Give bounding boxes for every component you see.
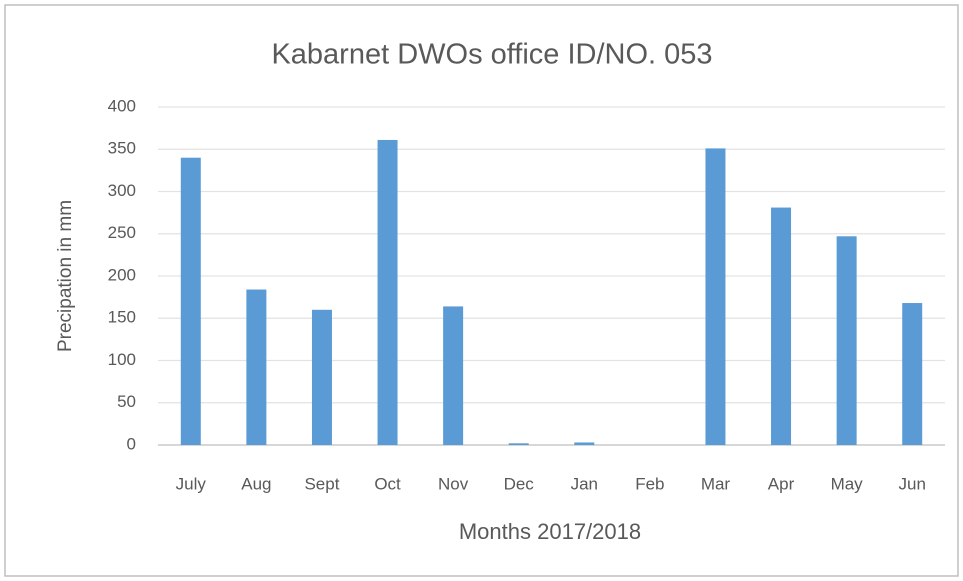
bar: [574, 442, 595, 445]
y-tick-label: 200: [108, 265, 136, 284]
y-tick-label: 250: [108, 223, 136, 242]
x-tick-label: Mar: [701, 474, 731, 493]
bar: [771, 207, 792, 445]
bar: [246, 289, 267, 445]
x-tick-label: Sept: [304, 474, 339, 493]
x-tick-label: Apr: [768, 474, 795, 493]
chart-frame: [4, 4, 959, 577]
y-tick-label: 150: [108, 308, 136, 327]
bar: [443, 306, 464, 445]
x-tick-label: May: [831, 474, 864, 493]
x-tick-label: Dec: [504, 474, 535, 493]
x-axis-label: Months 2017/2018: [459, 519, 641, 544]
x-tick-label: Oct: [374, 474, 401, 493]
y-tick-label: 400: [108, 96, 136, 115]
bar: [705, 148, 726, 445]
x-tick-label: July: [176, 474, 207, 493]
bar: [902, 303, 923, 445]
y-tick-label: 100: [108, 350, 136, 369]
x-tick-label: Jun: [898, 474, 925, 493]
y-tick-label: 50: [117, 392, 136, 411]
x-tick-label: Aug: [241, 474, 271, 493]
y-tick-label: 350: [108, 139, 136, 158]
bar: [180, 157, 201, 445]
y-tick-label: 300: [108, 181, 136, 200]
bar: [508, 443, 529, 445]
x-tick-label: Nov: [438, 474, 469, 493]
x-tick-label: Jan: [571, 474, 598, 493]
y-axis-label: Precipation in mm: [55, 200, 76, 352]
chart-title: Kabarnet DWOs office ID/NO. 053: [271, 39, 712, 71]
bar: [311, 309, 332, 445]
x-tick-label: Feb: [635, 474, 664, 493]
bar: [377, 139, 398, 445]
y-tick-label: 0: [127, 434, 136, 453]
bar: [836, 236, 857, 445]
